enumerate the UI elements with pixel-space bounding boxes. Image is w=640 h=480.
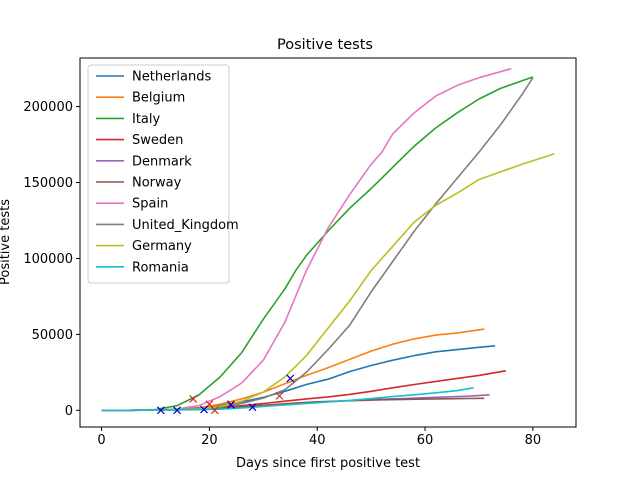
x-tick-label: 80 — [525, 433, 542, 448]
x-axis-label: Days since first positive test — [236, 456, 420, 471]
marker-x — [156, 406, 165, 415]
legend-label: Romania — [132, 260, 189, 275]
axes-frame — [79, 57, 577, 428]
legend-label: United_Kingdom — [132, 218, 239, 233]
series-line-romania — [101, 387, 474, 412]
marker-stroke — [227, 401, 235, 409]
legend-label: Sweden — [132, 133, 183, 148]
y-tick-label: 100000 — [23, 252, 73, 267]
legend-label: Norway — [132, 176, 182, 191]
series-line-spain — [101, 67, 512, 412]
marker-stroke — [275, 391, 284, 400]
legend-label: Denmark — [132, 154, 192, 169]
legend: Netherlands Belgium Italy Sweden Denmark Norw… — [87, 64, 239, 284]
legend-label: Germany — [132, 239, 192, 254]
legend-label: Netherlands — [132, 70, 211, 85]
series-line-italy — [101, 76, 534, 412]
marker-stroke — [189, 394, 198, 403]
marker-stroke — [210, 406, 219, 415]
x-tick-label: 60 — [417, 433, 434, 448]
chart-title: Positive tests — [277, 37, 373, 53]
legend-box — [87, 64, 230, 284]
legend-label: Italy — [132, 112, 161, 127]
x-tick-label: 20 — [201, 433, 218, 448]
marker-stroke — [286, 374, 295, 383]
marker-x — [227, 401, 235, 409]
legend-label: Spain — [132, 197, 168, 212]
marker-x — [173, 406, 181, 415]
y-tick-label: 50000 — [32, 328, 73, 343]
marker-x — [275, 391, 284, 400]
y-tick-label: 0 — [65, 404, 73, 419]
y-axis-label: Positive tests — [0, 199, 13, 285]
marker-x — [189, 394, 198, 403]
marker-x — [286, 374, 295, 383]
marker-stroke — [173, 406, 181, 415]
x-tick-label: 40 — [309, 433, 326, 448]
marker-x — [248, 403, 257, 412]
marker-stroke — [200, 405, 208, 414]
plot-area — [101, 67, 555, 415]
marker-stroke — [248, 403, 257, 412]
y-tick-label: 150000 — [23, 176, 73, 191]
marker-stroke — [156, 406, 165, 415]
y-tick-label: 200000 — [23, 100, 73, 115]
marker-x — [200, 405, 208, 414]
marker-x — [210, 406, 219, 415]
axis-ticks: 0 20 40 60 80 0 50000 100000 150000 200000 — [23, 57, 577, 448]
x-tick-label: 0 — [97, 433, 105, 448]
legend-label: Belgium — [132, 91, 185, 106]
